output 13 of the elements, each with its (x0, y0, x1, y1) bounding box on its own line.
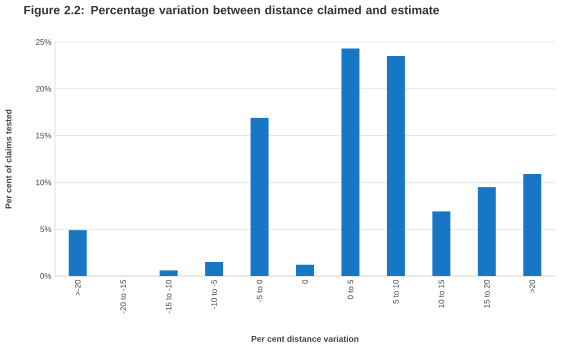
chart-title: Figure 2.2: Percentage variation between distance claimed and estimate (24, 6, 440, 17)
bar (432, 211, 450, 276)
bar (523, 174, 542, 276)
bar (386, 56, 405, 276)
bar (296, 264, 314, 276)
bar (160, 270, 178, 276)
bar (478, 187, 496, 276)
x-axis-title: Per cent distance variation (252, 336, 358, 342)
bar (205, 262, 224, 276)
bar (341, 48, 360, 276)
bar (250, 118, 269, 276)
bar (68, 230, 87, 276)
y-axis-title: Per cent of claims tested (5, 110, 12, 208)
